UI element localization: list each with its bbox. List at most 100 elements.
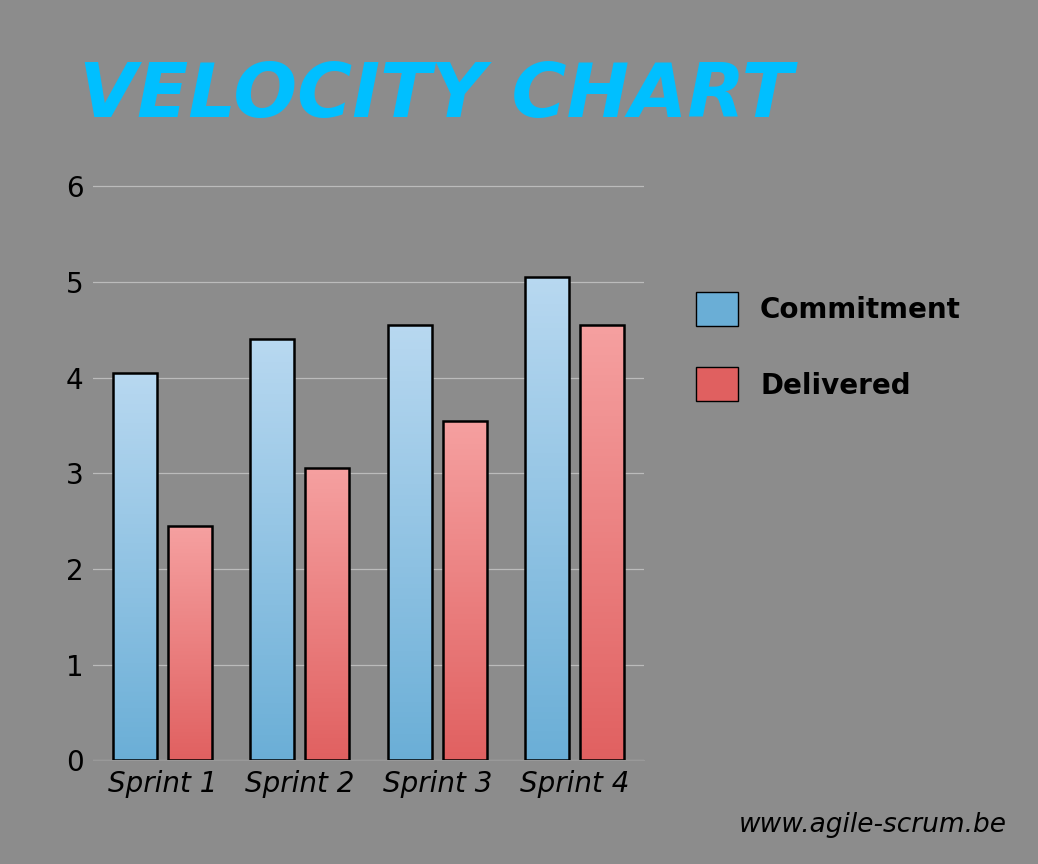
Bar xyxy=(113,603,157,606)
Bar xyxy=(525,569,569,572)
Bar xyxy=(250,373,294,375)
Bar xyxy=(113,472,157,473)
Bar xyxy=(388,451,432,454)
Bar xyxy=(168,592,212,593)
Bar xyxy=(168,751,212,753)
Bar xyxy=(113,534,157,536)
Bar xyxy=(525,685,569,688)
Bar xyxy=(305,595,349,597)
Bar xyxy=(525,315,569,318)
Bar xyxy=(113,654,157,656)
Bar xyxy=(388,736,432,739)
Bar xyxy=(525,347,569,350)
Bar xyxy=(525,591,569,594)
Bar xyxy=(168,606,212,607)
Bar xyxy=(113,462,157,464)
Bar xyxy=(525,736,569,739)
Bar xyxy=(580,619,624,621)
Bar xyxy=(250,379,294,381)
Bar xyxy=(250,390,294,392)
Bar xyxy=(443,626,487,628)
Bar xyxy=(113,592,157,594)
Bar xyxy=(525,393,569,396)
Bar xyxy=(443,740,487,741)
Bar xyxy=(443,633,487,635)
Bar xyxy=(580,547,624,550)
Bar xyxy=(250,588,294,590)
Bar xyxy=(388,427,432,429)
Bar xyxy=(388,386,432,388)
Bar xyxy=(580,580,624,581)
Bar xyxy=(388,327,432,329)
Bar xyxy=(250,514,294,516)
Bar xyxy=(305,741,349,743)
Bar xyxy=(305,661,349,663)
Bar xyxy=(113,410,157,411)
Bar xyxy=(305,474,349,476)
Bar xyxy=(305,612,349,613)
Bar xyxy=(168,623,212,625)
Bar xyxy=(525,753,569,755)
Bar xyxy=(250,672,294,674)
Bar xyxy=(113,623,157,625)
Bar xyxy=(113,708,157,710)
Bar xyxy=(525,359,569,362)
Bar xyxy=(250,747,294,750)
Bar xyxy=(168,646,212,648)
Bar xyxy=(580,458,624,460)
Bar xyxy=(113,454,157,456)
Bar xyxy=(113,638,157,640)
Bar xyxy=(443,493,487,495)
Bar xyxy=(168,728,212,730)
Bar xyxy=(250,463,294,466)
Bar xyxy=(580,623,624,626)
Bar xyxy=(113,478,157,480)
Bar xyxy=(168,685,212,687)
Bar xyxy=(525,289,569,291)
Bar xyxy=(305,504,349,505)
Bar xyxy=(388,626,432,627)
Bar xyxy=(443,426,487,428)
Bar xyxy=(525,606,569,608)
Bar xyxy=(113,372,157,375)
Bar xyxy=(388,577,432,580)
Bar xyxy=(113,473,157,475)
Bar xyxy=(305,566,349,568)
Bar xyxy=(305,477,349,479)
Bar xyxy=(305,677,349,678)
Bar xyxy=(525,296,569,299)
Bar xyxy=(113,403,157,406)
Bar xyxy=(305,542,349,543)
Bar xyxy=(525,545,569,548)
Bar xyxy=(113,675,157,677)
Bar xyxy=(168,671,212,672)
Bar xyxy=(113,427,157,429)
Bar xyxy=(250,741,294,744)
Bar xyxy=(388,686,432,689)
Bar xyxy=(388,388,432,391)
Bar xyxy=(525,321,569,323)
Bar xyxy=(388,525,432,527)
Bar xyxy=(168,725,212,727)
Bar xyxy=(305,483,349,485)
Bar xyxy=(388,749,432,752)
Bar xyxy=(443,692,487,694)
Bar xyxy=(388,647,432,649)
Bar xyxy=(580,534,624,536)
Bar xyxy=(525,724,569,727)
Bar xyxy=(525,294,569,296)
Bar xyxy=(525,528,569,530)
Bar xyxy=(388,499,432,501)
Bar xyxy=(305,625,349,626)
Bar xyxy=(250,632,294,634)
Bar xyxy=(168,534,212,535)
Bar xyxy=(250,441,294,442)
Bar xyxy=(388,372,432,375)
Bar xyxy=(305,524,349,525)
Bar xyxy=(388,590,432,593)
Bar xyxy=(580,690,624,693)
Bar xyxy=(168,672,212,674)
Bar xyxy=(388,458,432,460)
Bar xyxy=(388,364,432,366)
Bar xyxy=(250,461,294,463)
